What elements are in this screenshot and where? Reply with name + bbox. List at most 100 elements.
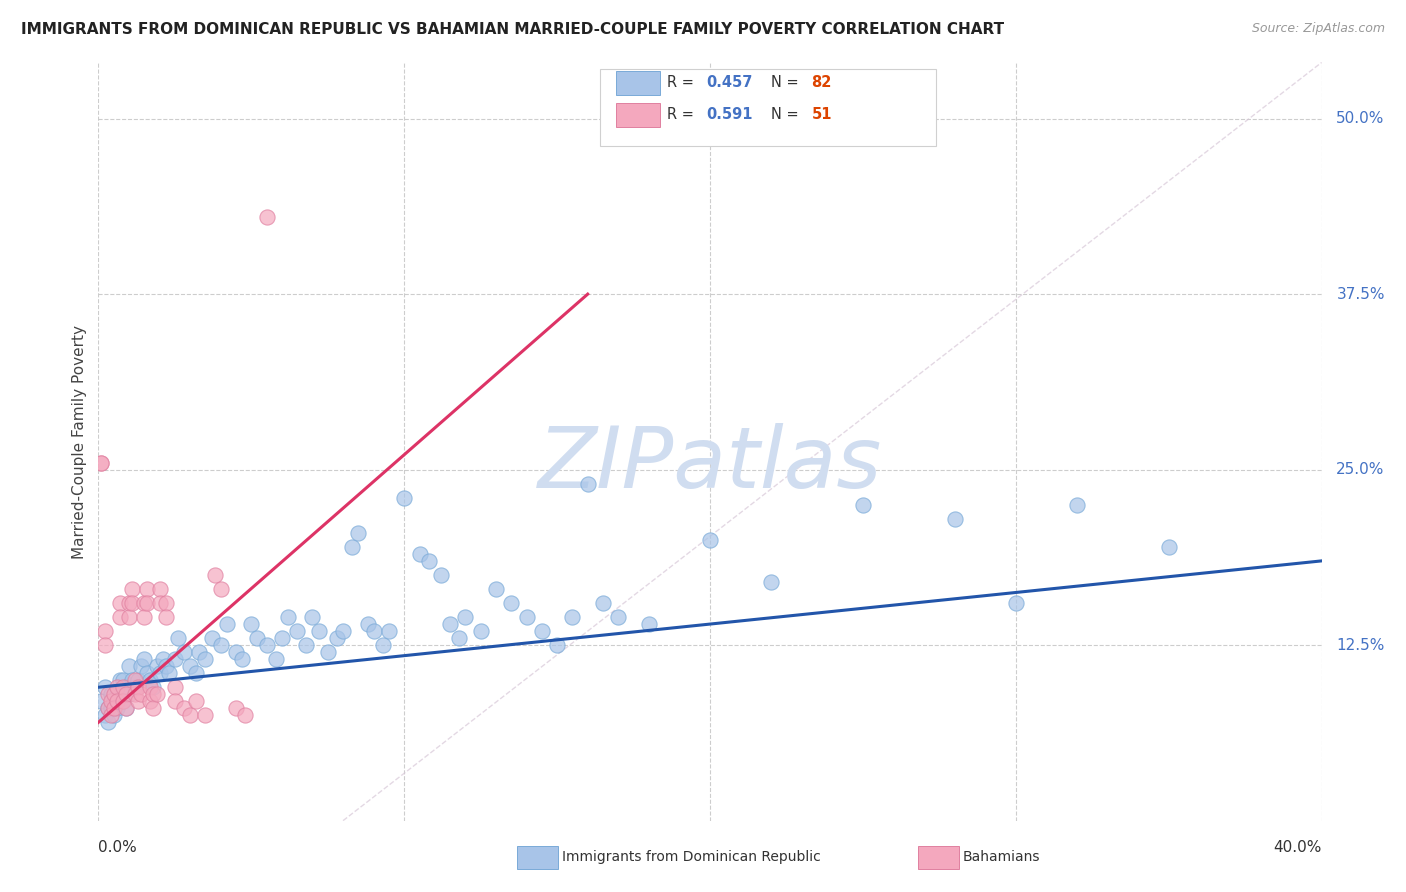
Text: 0.591: 0.591 — [706, 107, 752, 122]
Point — [470, 624, 492, 639]
Point — [449, 631, 471, 645]
Point — [145, 659, 167, 673]
Point — [100, 687, 122, 701]
Point — [149, 596, 172, 610]
Point — [97, 701, 120, 715]
Text: 37.5%: 37.5% — [1336, 286, 1385, 301]
Point — [163, 680, 186, 694]
Point — [108, 687, 131, 701]
Point — [173, 645, 195, 659]
Point — [454, 610, 477, 624]
Point — [204, 568, 226, 582]
Text: R =: R = — [668, 107, 699, 122]
Point — [97, 687, 120, 701]
Point — [246, 631, 269, 645]
Point — [155, 596, 177, 610]
Point — [430, 568, 453, 582]
Point — [285, 624, 308, 639]
Text: 25.0%: 25.0% — [1336, 462, 1385, 477]
Point — [118, 687, 141, 701]
FancyBboxPatch shape — [616, 103, 659, 127]
Text: 51: 51 — [811, 107, 832, 122]
Point — [97, 701, 120, 715]
Point — [194, 708, 217, 723]
Point — [418, 554, 440, 568]
Point — [115, 701, 138, 715]
Point — [111, 694, 134, 708]
Point — [134, 652, 156, 666]
Point — [392, 491, 416, 505]
Point — [118, 610, 141, 624]
Point — [371, 638, 394, 652]
Point — [139, 673, 162, 688]
Point — [852, 498, 875, 512]
Text: 12.5%: 12.5% — [1336, 638, 1385, 653]
Point — [485, 582, 508, 596]
Point — [129, 687, 152, 701]
Point — [155, 659, 177, 673]
Point — [105, 687, 128, 701]
Point — [943, 512, 966, 526]
Point — [200, 631, 222, 645]
Point — [179, 708, 201, 723]
Point — [129, 659, 152, 673]
Point — [118, 596, 141, 610]
Point — [136, 666, 159, 681]
Point — [186, 666, 208, 681]
Point — [111, 694, 134, 708]
Point — [127, 680, 149, 694]
Text: N =: N = — [772, 107, 803, 122]
Point — [173, 701, 195, 715]
Point — [163, 652, 186, 666]
Point — [127, 694, 149, 708]
Point — [501, 596, 523, 610]
Text: 40.0%: 40.0% — [1274, 839, 1322, 855]
Text: 0.0%: 0.0% — [98, 839, 138, 855]
Point — [124, 687, 146, 701]
Point — [111, 680, 134, 694]
Point — [103, 701, 125, 715]
Text: N =: N = — [772, 76, 803, 90]
Point — [93, 624, 115, 639]
Point — [576, 476, 599, 491]
Point — [105, 701, 128, 715]
Point — [295, 638, 318, 652]
Point — [561, 610, 583, 624]
Text: 50.0%: 50.0% — [1336, 112, 1385, 126]
Point — [408, 547, 430, 561]
Point — [378, 624, 401, 639]
Point — [637, 617, 661, 632]
Point — [157, 666, 180, 681]
Point — [186, 694, 208, 708]
Text: ZIPatlas: ZIPatlas — [538, 423, 882, 506]
Text: 82: 82 — [811, 76, 832, 90]
Point — [167, 631, 190, 645]
Point — [209, 582, 232, 596]
Point — [108, 596, 131, 610]
Point — [188, 645, 211, 659]
Point — [145, 687, 167, 701]
Point — [179, 659, 201, 673]
Point — [136, 596, 159, 610]
Point — [163, 694, 186, 708]
Point — [124, 673, 146, 688]
Point — [530, 624, 553, 639]
Point — [699, 533, 721, 547]
Point — [231, 652, 253, 666]
Point — [93, 638, 115, 652]
Point — [93, 708, 115, 723]
Point — [103, 687, 125, 701]
Point — [111, 673, 134, 688]
Point — [256, 210, 278, 224]
Point — [121, 673, 143, 688]
Point — [516, 610, 538, 624]
Point — [149, 666, 172, 681]
FancyBboxPatch shape — [600, 69, 936, 145]
Point — [607, 610, 630, 624]
Point — [209, 638, 232, 652]
Text: R =: R = — [668, 76, 699, 90]
Point — [152, 652, 174, 666]
Point — [134, 610, 156, 624]
Point — [124, 680, 146, 694]
Y-axis label: Married-Couple Family Poverty: Married-Couple Family Poverty — [72, 325, 87, 558]
